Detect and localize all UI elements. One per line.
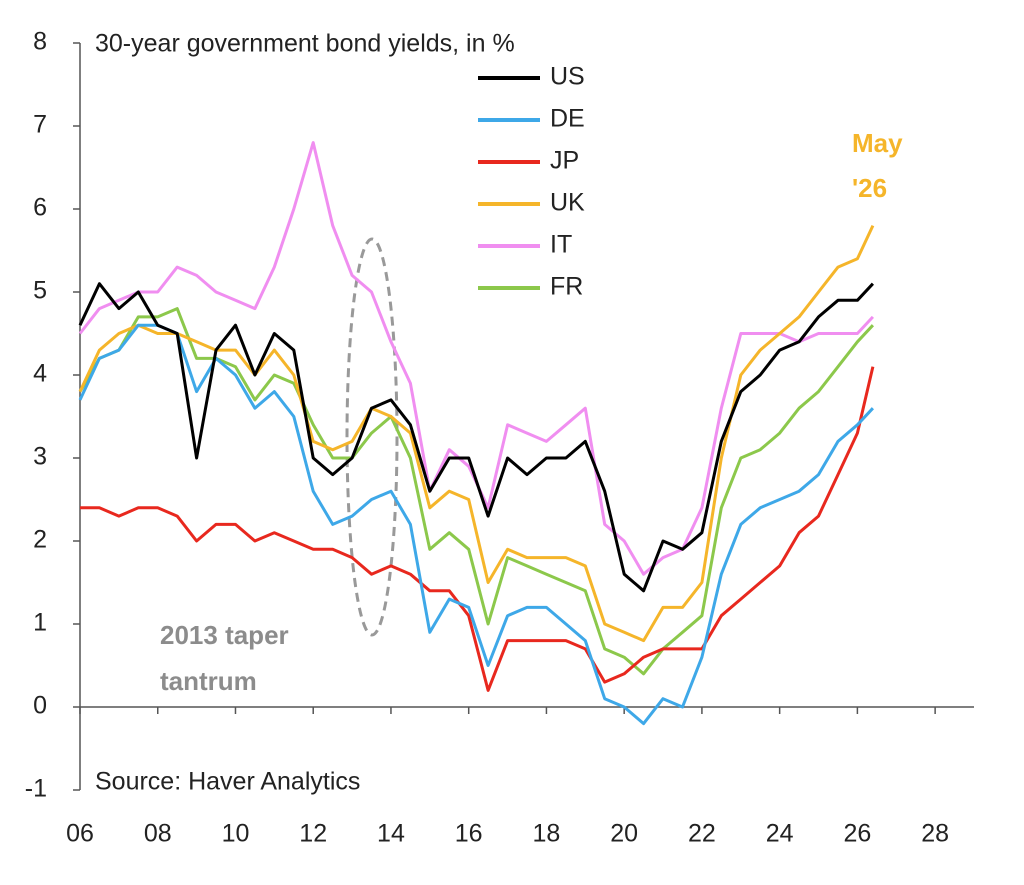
x-tick-label: 14 — [377, 820, 405, 848]
x-tick-label: 06 — [66, 820, 94, 848]
series-line — [78, 307, 874, 676]
source-note: Source: Haver Analytics — [95, 768, 360, 796]
annotation: 2013 taper — [160, 620, 289, 650]
x-tick-label: 28 — [921, 820, 949, 848]
legend-label: US — [550, 63, 585, 91]
y-tick-label: 5 — [33, 277, 47, 305]
y-tick-label: 0 — [33, 692, 47, 720]
legend-label: UK — [550, 189, 585, 217]
legend-label: IT — [550, 231, 572, 259]
chart-title: 30-year government bond yields, in % — [95, 30, 515, 58]
x-tick-label: 18 — [533, 820, 561, 848]
series-line — [78, 282, 874, 593]
series-line — [78, 323, 874, 726]
y-tick-label: 8 — [33, 28, 47, 56]
x-tick-label: 08 — [144, 820, 172, 848]
annotation: '26 — [852, 173, 887, 203]
taper-tantrum-ellipse — [345, 237, 399, 637]
y-tick-label: 6 — [33, 194, 47, 222]
legend-label: JP — [550, 147, 579, 175]
legend-label: DE — [550, 105, 585, 133]
y-tick-label: 4 — [33, 360, 47, 388]
x-tick-label: 24 — [766, 820, 794, 848]
y-tick-label: 7 — [33, 111, 47, 139]
y-tick-label: 1 — [33, 609, 47, 637]
y-tick-label: -1 — [25, 775, 47, 803]
x-tick-label: 26 — [843, 820, 871, 848]
x-tick-label: 20 — [610, 820, 638, 848]
series-line — [80, 366, 875, 692]
series-line — [78, 224, 875, 643]
x-tick-label: 12 — [299, 820, 327, 848]
x-tick-label: 10 — [222, 820, 250, 848]
x-tick-label: 16 — [455, 820, 483, 848]
y-tick-label: 2 — [33, 526, 47, 554]
annotation: May — [852, 128, 903, 158]
legend-label: FR — [550, 273, 583, 301]
x-tick-label: 22 — [688, 820, 716, 848]
y-tick-label: 3 — [33, 443, 47, 471]
annotation: tantrum — [160, 666, 257, 696]
